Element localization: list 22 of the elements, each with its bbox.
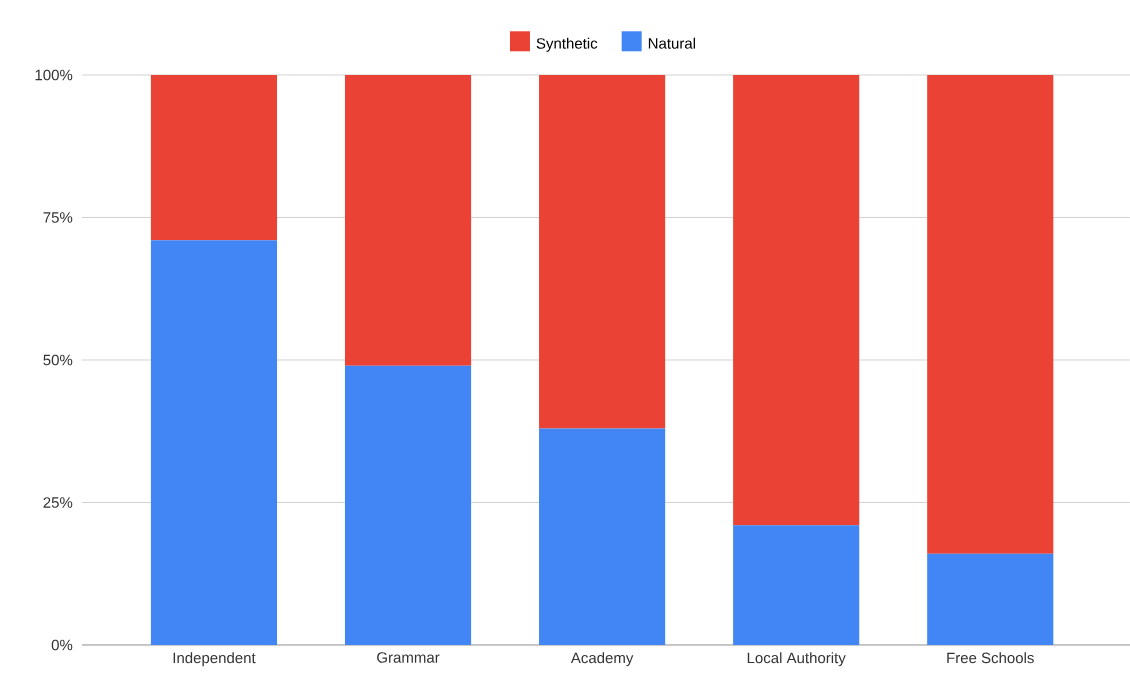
x-tick-label: Grammar	[377, 652, 440, 663]
bar	[927, 553, 1054, 645]
y-tick-label: 25%	[43, 497, 73, 508]
x-tick-label: Free Schools	[947, 652, 1034, 664]
x-tick-label: Academy	[570, 652, 634, 667]
bar	[539, 74, 666, 429]
y-tick-label: 100%	[35, 69, 73, 81]
bar	[539, 428, 666, 645]
x-tick-label: Independent	[173, 652, 256, 667]
x-tick-label: Local Authority	[747, 652, 846, 667]
bar	[150, 74, 278, 241]
y-tick-label: 50%	[43, 354, 73, 366]
bar	[733, 74, 860, 526]
bar	[927, 74, 1054, 554]
bar	[344, 74, 472, 366]
bar	[344, 365, 472, 645]
y-tick-label: 0%	[51, 639, 73, 651]
bar	[150, 240, 278, 645]
bar	[733, 525, 860, 645]
legend-label: Synthetic	[536, 37, 598, 52]
legend-label: Natural	[648, 37, 695, 49]
y-tick-label: 75%	[43, 212, 73, 223]
